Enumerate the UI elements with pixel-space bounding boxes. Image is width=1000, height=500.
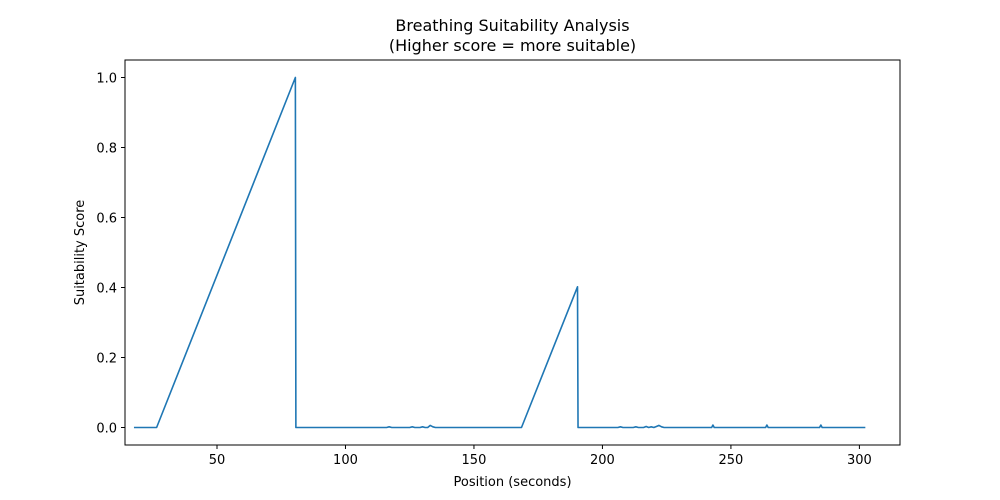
y-tick-label: 0.6 [96,212,117,227]
y-ticks: 0.0 0.2 0.4 0.6 0.8 1.0 [96,72,125,437]
y-tick-label: 0.2 [96,352,117,367]
chart-title: Breathing Suitability Analysis [395,16,629,35]
x-tick-label: 100 [333,453,358,468]
x-axis-label: Position (seconds) [453,475,571,490]
x-tick-label: 250 [719,453,744,468]
x-tick-label: 150 [462,453,487,468]
series-line [133,76,866,429]
y-tick-label: 0.0 [96,422,117,437]
y-axis-label: Suitability Score [73,200,88,306]
y-tick-label: 0.4 [96,282,117,297]
y-tick-label: 1.0 [96,72,117,87]
plot-frame [124,59,901,446]
chart-subtitle: (Higher score = more suitable) [389,36,636,55]
x-tick-label: 300 [847,453,872,468]
x-tick-label: 200 [590,453,615,468]
x-tick-label: 50 [209,453,226,468]
x-ticks: 50 100 150 200 250 300 [209,445,872,468]
y-tick-label: 0.8 [96,142,117,157]
